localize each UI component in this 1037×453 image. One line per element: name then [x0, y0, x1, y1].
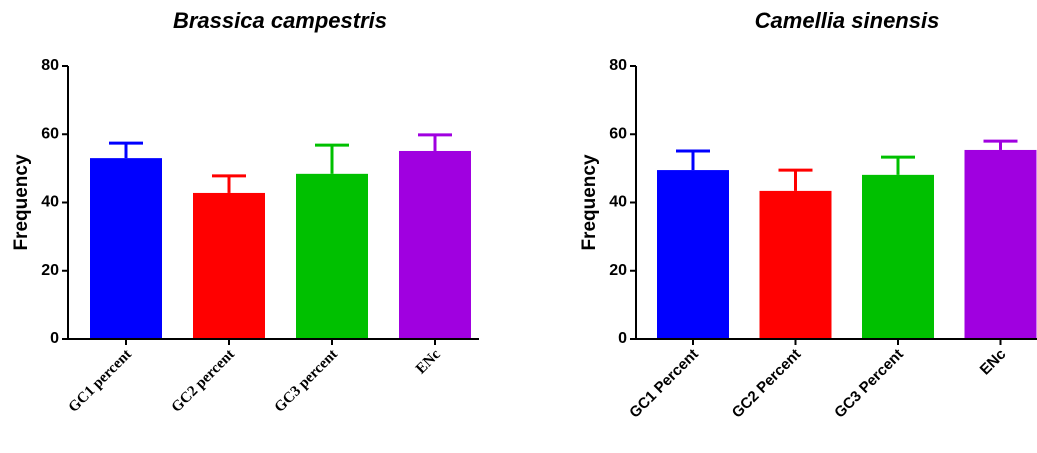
y-axis-label: Frequency	[11, 154, 32, 251]
bar	[964, 149, 1037, 339]
bar	[399, 150, 471, 339]
y-tick-label: 80	[609, 57, 627, 74]
bar	[862, 174, 934, 339]
y-tick-label: 20	[41, 262, 59, 279]
x-tick-label: GC1 Percent	[626, 346, 702, 422]
bar	[193, 192, 265, 339]
y-tick-label: 80	[41, 57, 59, 74]
y-axis-label: Frequency	[579, 154, 600, 251]
x-tick-label: GC3 percent	[272, 347, 341, 416]
x-tick-label: GC3 Percent	[831, 346, 907, 422]
chart-title: Brassica campestris	[173, 8, 387, 33]
x-tick-label: GC2 Percent	[729, 346, 805, 422]
y-tick-label: 40	[609, 194, 627, 211]
bar	[657, 170, 729, 339]
x-tick-label: ENc	[413, 346, 444, 377]
bar	[759, 190, 832, 339]
x-tick-label: ENc	[977, 346, 1010, 379]
x-tick-label: GC2 percent	[169, 347, 238, 416]
bar	[90, 158, 162, 339]
y-tick-label: 0	[50, 330, 59, 347]
y-tick-label: 60	[41, 125, 59, 142]
y-tick-label: 40	[41, 194, 59, 211]
chart-title: Camellia sinensis	[755, 8, 940, 33]
y-tick-label: 60	[609, 125, 627, 142]
y-tick-label: 20	[609, 262, 627, 279]
y-tick-label: 0	[618, 330, 627, 347]
x-tick-label: GC1 percent	[66, 347, 135, 416]
bar	[296, 173, 368, 339]
